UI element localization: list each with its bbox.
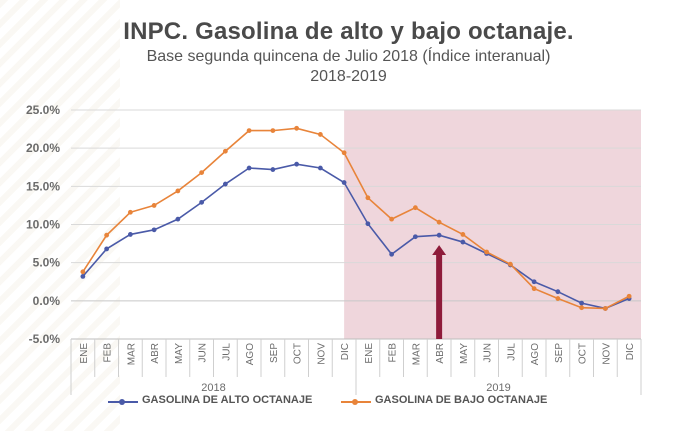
x-tick-label: MAY (459, 343, 470, 364)
data-point-series-1 (151, 203, 157, 208)
data-point-series-0 (365, 221, 371, 227)
data-point-series-1 (80, 269, 86, 275)
x-tick-label: MAY (174, 343, 185, 364)
x-tick-label: FEB (103, 343, 114, 363)
x-tick-label: JUN (198, 343, 209, 362)
x-tick-label: ABR (150, 343, 161, 364)
y-tick-label: 10.0% (26, 218, 60, 232)
data-point-series-1 (507, 261, 513, 267)
x-tick-label: JUL (506, 343, 517, 361)
data-point-series-0 (270, 167, 276, 172)
data-point-series-0 (341, 180, 347, 185)
year-label: 2019 (486, 382, 510, 394)
data-point-series-1 (127, 209, 133, 215)
x-tick-label: OCT (578, 343, 589, 364)
x-tick-label: AGO (245, 343, 256, 365)
data-point-series-1 (412, 205, 418, 211)
y-tick-label: 20.0% (26, 141, 60, 155)
data-point-series-1 (389, 216, 395, 222)
chart-legend: GASOLINA DE ALTO OCTANAJE GASOLINA DE BA… (0, 394, 697, 414)
x-tick-label: SEP (269, 343, 280, 363)
data-point-series-1 (555, 296, 561, 301)
legend-swatch-bajo (341, 399, 371, 405)
y-tick-label: 25.0% (26, 103, 60, 117)
x-tick-label: DIC (340, 343, 351, 360)
chart-title: INPC. Gasolina de alto y bajo octanaje. (123, 18, 574, 45)
y-tick-label: 15.0% (26, 179, 60, 193)
data-point-series-1 (317, 132, 323, 137)
x-tick-label: OCT (293, 343, 304, 364)
x-tick-label: SEP (554, 343, 565, 363)
legend-label-alto: GASOLINA DE ALTO OCTANAJE (142, 394, 313, 406)
data-point-series-0 (436, 232, 442, 238)
data-point-series-1 (579, 305, 585, 311)
data-point-series-0 (80, 274, 86, 279)
data-point-series-0 (389, 251, 395, 257)
x-tick-label: ENE (79, 343, 90, 364)
data-point-series-1 (270, 128, 276, 134)
data-point-series-0 (579, 300, 585, 306)
data-point-series-1 (199, 170, 205, 175)
data-point-series-1 (484, 249, 490, 255)
data-point-series-1 (460, 232, 466, 237)
chart-subtitle: Base segunda quincena de Julio 2018 (Índ… (146, 48, 551, 65)
data-point-series-0 (199, 199, 205, 205)
series-line-0 (82, 163, 630, 310)
x-tick-label: NOV (601, 343, 612, 365)
x-tick-label: JUN (483, 343, 494, 362)
x-tick-label: DIC (625, 343, 636, 360)
x-tick-label: ENE (364, 343, 375, 364)
data-point-series-0 (412, 234, 418, 240)
background-pattern (0, 0, 120, 431)
data-point-series-0 (555, 289, 561, 295)
x-tick-label: MAR (126, 343, 137, 365)
data-point-series-1 (365, 195, 371, 201)
chart-subtitle-years: 2018-2019 (310, 68, 387, 85)
data-point-series-0 (531, 279, 537, 285)
data-point-series-1 (175, 188, 181, 194)
x-tick-label: JUL (221, 343, 232, 361)
y-tick-label: -5.0% (29, 332, 61, 346)
data-point-series-1 (602, 306, 608, 311)
series-line-1 (82, 127, 630, 310)
y-tick-label: 5.0% (33, 256, 61, 270)
data-point-series-0 (104, 246, 110, 252)
legend-label-bajo: GASOLINA DE BAJO OCTANAJE (375, 394, 548, 406)
data-point-series-0 (127, 232, 133, 237)
data-point-series-0 (151, 227, 157, 233)
data-point-series-0 (317, 165, 323, 171)
data-point-series-1 (294, 125, 300, 131)
data-point-series-1 (104, 232, 110, 238)
legend-swatch-alto (108, 399, 138, 405)
data-point-series-1 (341, 150, 347, 156)
data-point-series-0 (222, 181, 228, 187)
annotation-arrow-shaft (436, 253, 443, 339)
data-point-series-1 (436, 219, 442, 225)
data-point-series-0 (460, 239, 466, 245)
data-point-series-1 (531, 286, 537, 292)
x-tick-label: AGO (530, 343, 541, 365)
data-point-series-1 (246, 128, 252, 134)
annotation-arrow-head (432, 245, 447, 256)
data-point-series-1 (222, 148, 228, 154)
year-label: 2018 (201, 382, 225, 394)
x-tick-label: ABR (435, 343, 446, 364)
y-tick-label: 0.0% (33, 294, 61, 308)
data-point-series-0 (246, 165, 252, 171)
data-point-series-0 (175, 216, 181, 222)
x-tick-label: MAR (411, 343, 422, 365)
data-point-series-0 (294, 161, 300, 167)
x-tick-label: NOV (316, 343, 327, 365)
x-tick-label: FEB (388, 343, 399, 363)
data-point-series-1 (626, 293, 632, 299)
